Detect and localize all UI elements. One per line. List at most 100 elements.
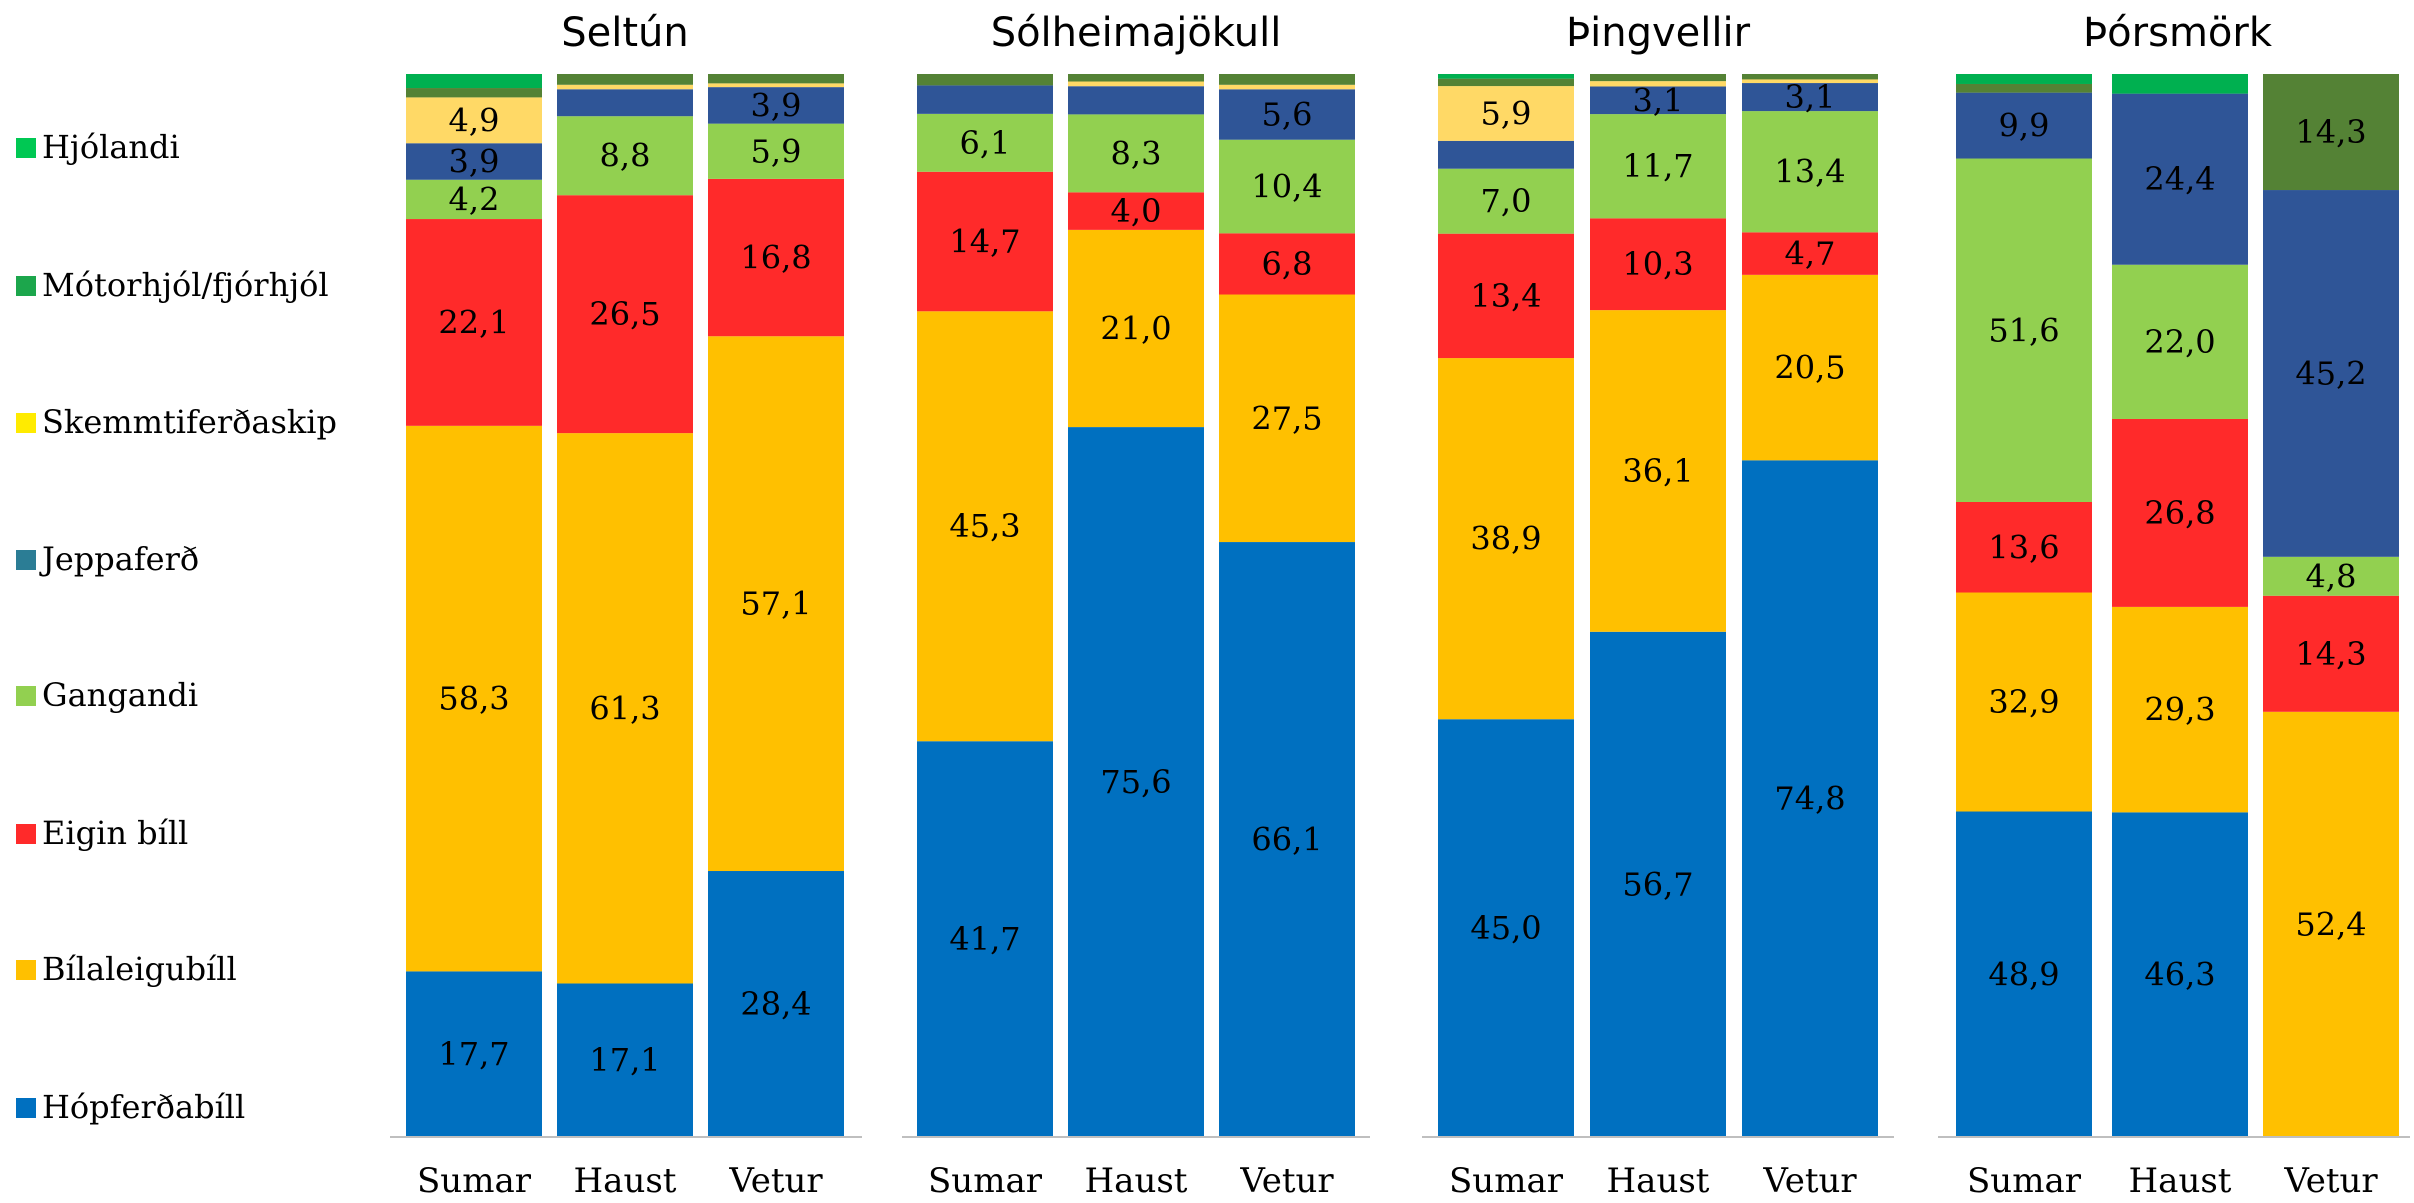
data-label: 22,1 [438,303,509,341]
data-label: 11,7 [1622,147,1693,185]
legend-label: Skemmtiferðaskip [42,403,337,441]
bar-segment-skemmtiferdaskip [557,84,693,90]
legend-item-jeppaferd: Jeppaferð [16,540,199,578]
bar-segment-bilaleigubill [1590,310,1726,632]
data-label: 10,3 [1622,245,1693,283]
bar-segment-jeppaferd [708,87,844,124]
bar-sumar: 41,7 45,3 14,7 6,1 [917,74,1053,1137]
bar-segment-jeppaferd [406,143,542,180]
data-label: 38,9 [1470,520,1541,558]
bar-segment-skemmtiferdaskip [1742,79,1878,84]
bar-segment-jeppaferd [2112,93,2248,265]
bar-segment-bilaleigubill [917,311,1053,742]
data-label: 14,3 [2295,635,2366,673]
data-label: 45,3 [949,507,1020,545]
bar-segment-hjolandi [1438,74,1574,79]
data-label: 6,8 [1262,245,1313,283]
data-label: 48,9 [1988,955,2059,993]
bar-segment-motorhjol-fjorhjol [708,74,844,84]
bar-segment-bilaleigubill [1956,592,2092,812]
data-label: 21,0 [1100,309,1171,347]
legend-label: Bílaleigubíll [42,950,237,988]
x-tick-label: Haust [2129,1161,2232,1201]
data-label: 26,8 [2144,494,2215,532]
data-label: 74,8 [1774,780,1845,818]
legend-swatch [16,550,36,570]
x-tick-label: Sumar [1449,1161,1564,1201]
bar-segment-eigin-bill [1590,218,1726,311]
bar-segment-bilaleigubill [1742,274,1878,461]
legend-label: Mótorhjól/fjórhjól [42,266,329,304]
legend-label: Hópferðabíll [42,1088,245,1126]
bar-segment-gangandi [1742,111,1878,233]
data-label: 7,0 [1481,182,1532,220]
legend-label: Gangandi [42,676,198,714]
bar-segment-eigin-bill [1956,501,2092,593]
bar-segment-hjolandi [1956,74,2092,84]
x-tick-label: Vetur [1239,1161,1334,1201]
legend-label: Eigin bíll [42,814,188,852]
bar-segment-motorhjol-fjorhjol [1742,74,1878,80]
data-label: 20,5 [1774,349,1845,387]
legend-label: Jeppaferð [39,540,199,578]
legend-swatch [16,960,36,980]
panel-title: Þingvellir [1566,10,1751,56]
data-label: 28,4 [740,985,811,1023]
bar-segment-gangandi [708,123,844,179]
bar-segment-gangandi [917,113,1053,172]
data-label: 45,2 [2295,354,2366,392]
data-label: 6,1 [960,124,1011,162]
bar-segment-gangandi [2263,556,2399,596]
data-label: 22,0 [2144,323,2215,361]
x-tick-label: Haust [574,1161,677,1201]
bar-segment-jeppaferd [2263,190,2399,557]
data-label: 3,1 [1633,81,1684,119]
bar-segment-motorhjol-fjorhjol [1590,74,1726,82]
bar-haust: 46,3 29,3 26,8 22,0 24,4 [2112,74,2248,1137]
data-label: 4,0 [1111,192,1162,230]
bar-segment-jeppaferd [1219,89,1355,140]
data-label: 17,1 [589,1041,660,1079]
legend: Hjólandi Mótorhjól/fjórhjól Skemmtiferðask… [16,128,337,1126]
data-label: 56,7 [1622,865,1693,903]
bar-segment-motorhjol-fjorhjol [406,88,542,98]
bar-segment-eigin-bill [1742,232,1878,275]
bar-segment-hopferdabill [1068,427,1204,1137]
data-label: 61,3 [589,689,660,727]
bar-segment-bilaleigubill [406,425,542,972]
data-label: 52,4 [2295,905,2366,943]
bar-segment-bilaleigubill [1068,229,1204,428]
data-label: 13,4 [1470,277,1541,315]
data-label: 57,1 [740,585,811,623]
bar-segment-skemmtiferdaskip [1068,81,1204,87]
bar-segment-gangandi [1438,168,1574,234]
bar-sumar: 17,7 58,3 22,1 4,23,94,9 [406,74,542,1137]
bar-segment-skemmtiferdaskip [1590,81,1726,87]
data-label: 36,1 [1622,452,1693,490]
bar-segment-eigin-bill [2112,418,2248,607]
data-label: 4,7 [1785,235,1836,273]
bar-segment-hopferdabill [1956,811,2092,1137]
bar-segment-gangandi [1590,114,1726,219]
bar-vetur: 66,1 27,5 6,8 10,4 5,6 [1219,74,1355,1137]
data-label: 14,7 [949,223,1020,261]
data-label: 45,0 [1470,909,1541,947]
data-label: 8,8 [600,137,651,175]
data-label: 24,4 [2144,160,2215,198]
chart-panels: Seltún17,758,322,14,23,94,9Sumar17,161,3… [390,10,2410,1201]
legend-swatch [16,824,36,844]
bar-segment-gangandi [406,179,542,220]
data-label: 3,9 [751,86,802,124]
bar-segment-hopferdabill [1742,460,1878,1138]
data-label: 27,5 [1251,399,1322,437]
bar-segment-eigin-bill [1068,192,1204,230]
data-label: 5,9 [751,132,802,170]
bar-segment-skemmtiferdaskip [406,97,542,144]
bar-vetur: 28,4 57,1 16,8 5,9 3,9 [708,74,844,1137]
data-label: 66,1 [1251,821,1322,859]
bar-haust: 17,1 61,3 26,5 8,8 [557,74,693,1137]
bar-segment-skemmtiferdaskip [1438,86,1574,141]
x-tick-label: Sumar [928,1161,1043,1201]
panel-seltun: Seltún17,758,322,14,23,94,9Sumar17,161,3… [390,10,862,1201]
